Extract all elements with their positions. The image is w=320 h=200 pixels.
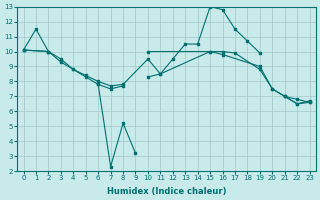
X-axis label: Humidex (Indice chaleur): Humidex (Indice chaleur)	[107, 187, 226, 196]
